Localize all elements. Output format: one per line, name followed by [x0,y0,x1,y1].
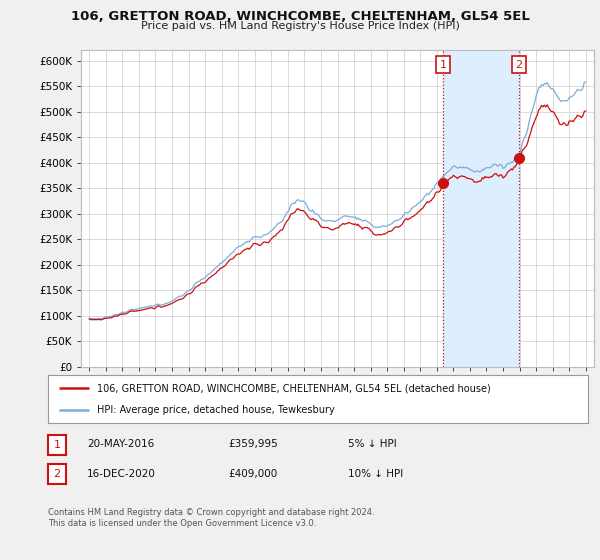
Text: 2: 2 [515,59,523,69]
Text: 20-MAY-2016: 20-MAY-2016 [87,439,154,449]
Text: 5% ↓ HPI: 5% ↓ HPI [348,439,397,449]
Text: £409,000: £409,000 [228,469,277,479]
Text: 2: 2 [53,469,61,479]
Text: £359,995: £359,995 [228,439,278,449]
Text: 106, GRETTON ROAD, WINCHCOMBE, CHELTENHAM, GL54 5EL (detached house): 106, GRETTON ROAD, WINCHCOMBE, CHELTENHA… [97,383,490,393]
Text: Price paid vs. HM Land Registry's House Price Index (HPI): Price paid vs. HM Land Registry's House … [140,21,460,31]
Text: HPI: Average price, detached house, Tewkesbury: HPI: Average price, detached house, Tewk… [97,405,334,415]
Text: Contains HM Land Registry data © Crown copyright and database right 2024.
This d: Contains HM Land Registry data © Crown c… [48,508,374,528]
Bar [443,50,519,367]
Text: 16-DEC-2020: 16-DEC-2020 [87,469,156,479]
Text: 10% ↓ HPI: 10% ↓ HPI [348,469,403,479]
Text: 106, GRETTON ROAD, WINCHCOMBE, CHELTENHAM, GL54 5EL: 106, GRETTON ROAD, WINCHCOMBE, CHELTENHA… [71,10,529,23]
Text: 1: 1 [440,59,446,69]
Text: 1: 1 [53,440,61,450]
